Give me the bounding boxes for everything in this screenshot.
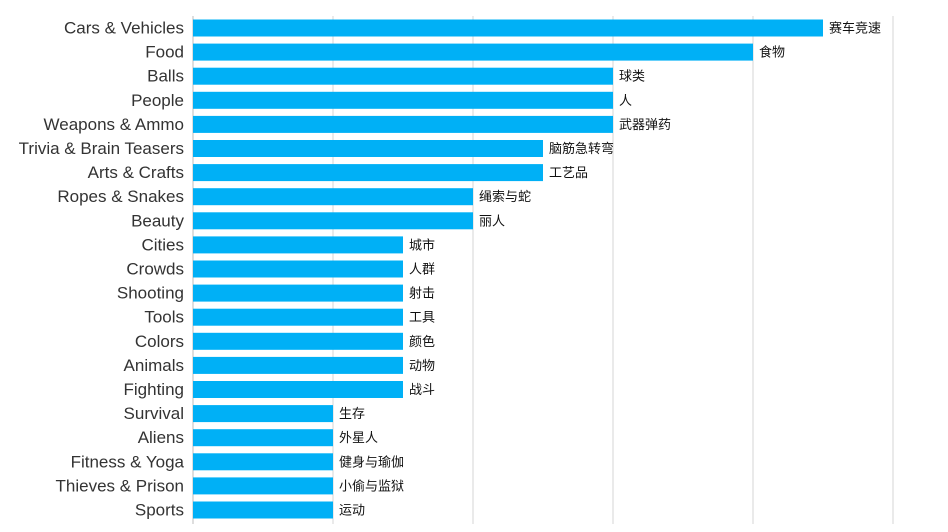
bar: [193, 212, 473, 230]
value-label: 外星人: [339, 431, 378, 446]
bar: [193, 19, 823, 37]
value-label: 食物: [759, 45, 785, 61]
value-label: 脑筋急转弯: [549, 141, 614, 157]
value-label: 生存: [339, 407, 365, 422]
category-label: Colors: [135, 332, 184, 351]
bar: [193, 429, 333, 447]
value-label: 动物: [409, 359, 435, 374]
value-labels: 赛车竞速食物球类人武器弹药脑筋急转弯工艺品绳索与蛇丽人城市人群射击工具颜色动物战…: [339, 21, 881, 519]
bar: [193, 164, 543, 182]
category-label: Animals: [124, 356, 184, 375]
category-label: Beauty: [131, 211, 184, 230]
category-label: Fitness & Yoga: [71, 452, 185, 471]
value-label: 小偷与监狱: [339, 479, 404, 494]
value-label: 城市: [409, 237, 435, 253]
value-label: 健身与瑜伽: [339, 454, 404, 470]
bar: [193, 115, 613, 133]
bar: [193, 188, 473, 206]
category-label: Aliens: [138, 428, 184, 447]
bar: [193, 67, 613, 85]
category-label: Survival: [124, 404, 184, 423]
bar: [193, 91, 613, 109]
category-label: Balls: [147, 67, 184, 86]
category-label: Ropes & Snakes: [57, 187, 184, 206]
bar: [193, 236, 403, 254]
bar: [193, 356, 403, 374]
value-label: 工艺品: [549, 166, 588, 181]
bar: [193, 43, 753, 61]
bar: [193, 453, 333, 471]
bar: [193, 332, 403, 350]
category-label: Thieves & Prison: [56, 476, 185, 495]
value-label: 人群: [409, 263, 435, 278]
category-label: Tools: [144, 308, 184, 327]
bar: [193, 284, 403, 302]
category-labels: Cars & Vehicles Food Balls People Weapons & …: [19, 19, 185, 520]
bar: [193, 140, 543, 157]
category-label: People: [131, 91, 184, 110]
bar: [193, 260, 403, 278]
value-label: 绳索与蛇: [479, 190, 531, 205]
category-label: Fighting: [124, 380, 184, 399]
value-label: 颜色: [409, 334, 435, 350]
category-label: Arts & Crafts: [88, 163, 184, 182]
value-label: 武器弹药: [619, 118, 671, 133]
value-label: 人: [619, 94, 632, 109]
category-label: Food: [145, 43, 184, 62]
category-label: Cars & Vehicles: [64, 19, 184, 38]
value-label: 射击: [409, 286, 435, 302]
bar: [193, 501, 333, 519]
category-label: Shooting: [117, 284, 184, 303]
bar: [193, 381, 403, 398]
category-label: Crowds: [126, 260, 184, 279]
bar: [193, 477, 333, 495]
value-label: 丽人: [479, 214, 505, 229]
category-label: Weapons & Ammo: [44, 115, 184, 134]
category-label: Trivia & Brain Teasers: [19, 139, 184, 158]
bar: [193, 405, 333, 423]
value-label: 赛车竞速: [829, 21, 881, 37]
value-label: 运动: [339, 504, 365, 519]
value-label: 球类: [619, 70, 645, 85]
bar: [193, 308, 403, 326]
value-label: 工具: [409, 311, 435, 326]
bars: [193, 19, 823, 519]
category-label: Cities: [141, 235, 184, 254]
category-label: Sports: [135, 501, 184, 520]
value-label: 战斗: [409, 383, 435, 398]
